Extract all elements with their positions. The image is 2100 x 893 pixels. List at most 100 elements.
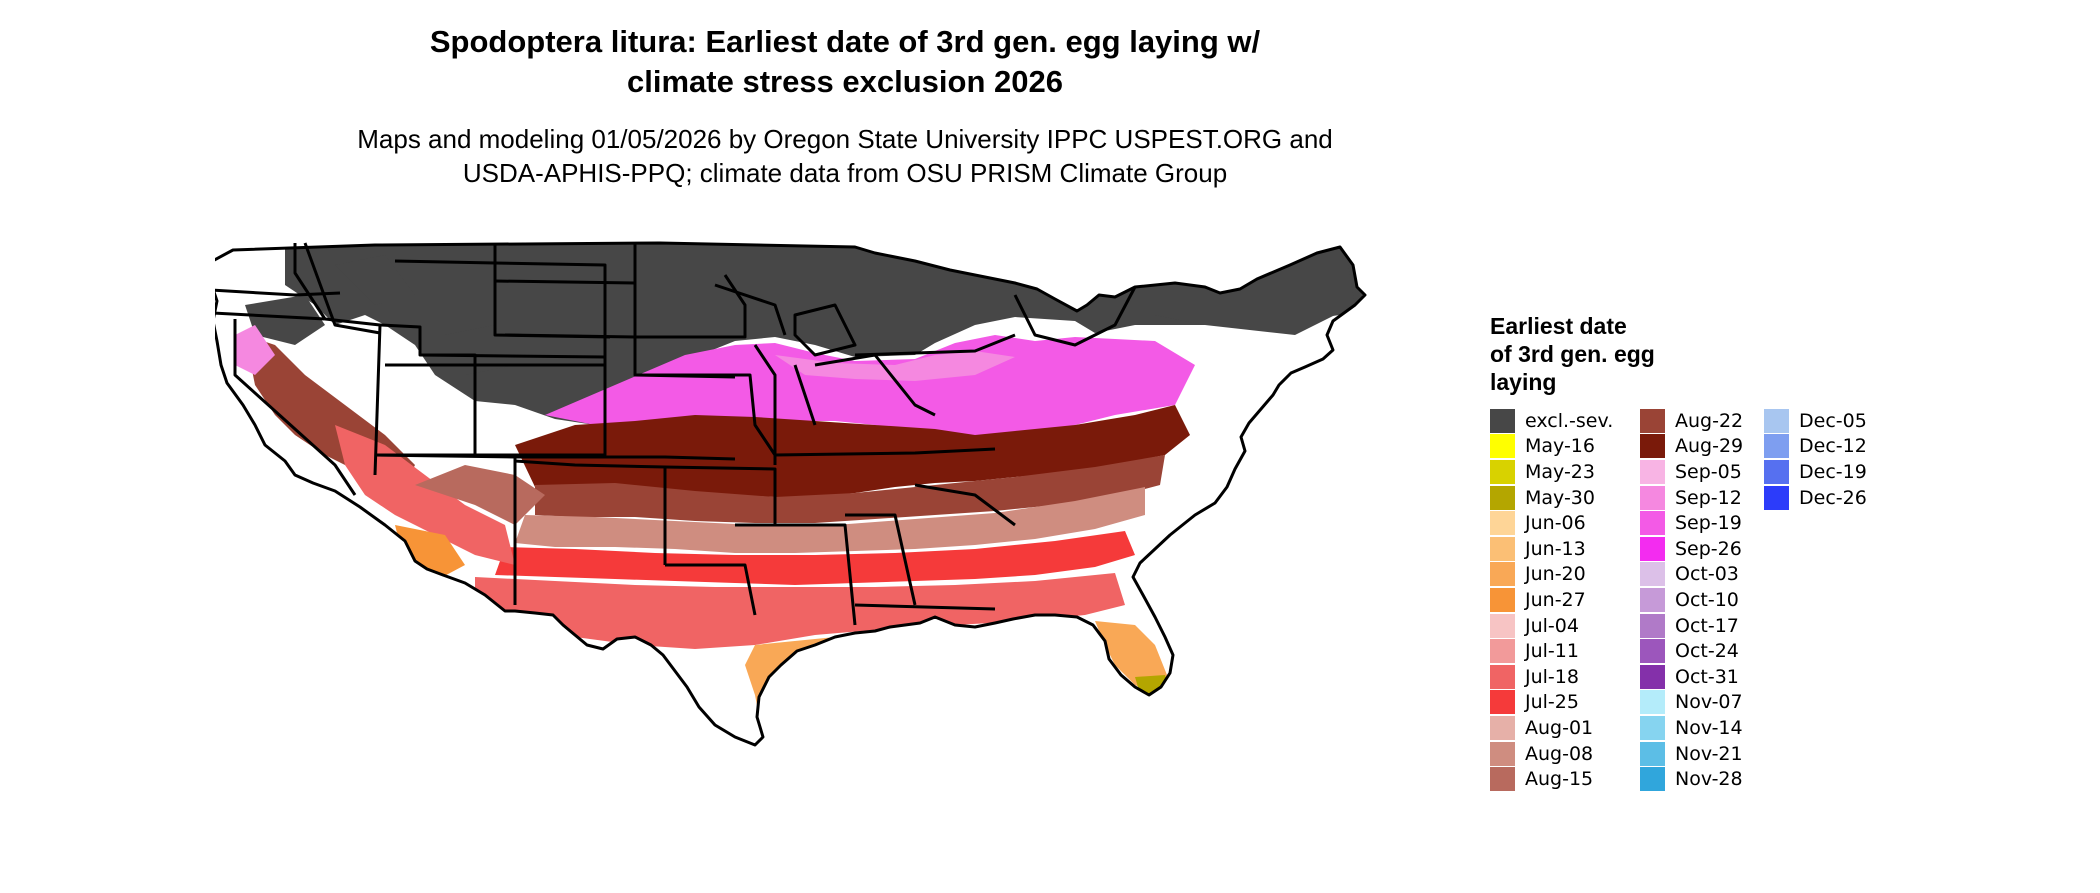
- legend-item: Sep-26: [1640, 536, 1743, 562]
- legend-item: Dec-12: [1764, 434, 1867, 460]
- border-ga-fl: [854, 603, 996, 611]
- legend-swatch: [1490, 715, 1515, 740]
- border-mi-lower: [793, 303, 857, 357]
- border-ms-al: [775, 523, 857, 626]
- legend-item: Aug-01: [1490, 715, 1613, 741]
- legend-swatch: [1490, 690, 1515, 715]
- legend-column-2: Aug-22 Aug-29 Sep-05 Sep-12 Sep-19 Sep-26 Oct-…: [1640, 408, 1743, 792]
- border-ar-la: [665, 563, 757, 616]
- legend-item: Jul-25: [1490, 690, 1613, 716]
- legend-swatch: [1640, 690, 1665, 715]
- legend-label: Aug-29: [1675, 435, 1744, 458]
- legend-column-1: excl.-sev. May-16 May-23 May-30 Jun-06 Jun-13…: [1490, 408, 1613, 792]
- legend-swatch: [1490, 741, 1515, 766]
- region-aug-mid: [515, 487, 1145, 553]
- legend-label: May-30: [1525, 486, 1595, 509]
- legend-label: Oct-03: [1675, 563, 1739, 586]
- legend-item: Oct-31: [1640, 664, 1743, 690]
- legend-label: Sep-26: [1675, 537, 1742, 560]
- map-subtitle-line-2: USDA-APHIS-PPQ; climate data from OSU PR…: [462, 158, 1228, 188]
- border-mo-ar: [664, 465, 777, 527]
- legend-swatch: [1640, 562, 1665, 587]
- region-excluded-west-patches: [245, 255, 515, 375]
- legend-swatch: [1640, 536, 1665, 561]
- legend-swatch: [1490, 664, 1515, 689]
- legend-item: Dec-05: [1764, 408, 1867, 434]
- legend-label: Dec-19: [1799, 460, 1867, 483]
- map-subtitle-line-1: Maps and modeling 01/05/2026 by Oregon S…: [357, 124, 1333, 154]
- border-ks-ok: [515, 455, 736, 461]
- legend-item: Jul-11: [1490, 638, 1613, 664]
- region-west-pink: [235, 325, 275, 375]
- legend-label: Nov-28: [1675, 768, 1743, 791]
- legend-label: Aug-15: [1525, 768, 1594, 791]
- legend-swatch: [1490, 434, 1515, 459]
- legend-label: Jul-25: [1525, 691, 1579, 714]
- legend-swatch: [1490, 613, 1515, 638]
- legend-item: Jul-04: [1490, 613, 1613, 639]
- legend-item: Oct-10: [1640, 587, 1743, 613]
- legend-item: Aug-29: [1640, 434, 1743, 460]
- border-ia-mo: [635, 373, 777, 456]
- legend-swatch: [1764, 459, 1789, 484]
- region-jul-mid: [475, 573, 1125, 649]
- region-aug-22: [535, 455, 1165, 523]
- legend-swatch: [1490, 485, 1515, 510]
- legend-item: Sep-05: [1640, 459, 1743, 485]
- legend-swatch: [1640, 715, 1665, 740]
- legend-label: Jun-06: [1525, 512, 1586, 535]
- us-map: [215, 241, 1367, 747]
- border-mn: [633, 243, 747, 339]
- border-ok-tx: [514, 459, 667, 565]
- legend-swatch: [1640, 485, 1665, 510]
- border-in-oh: [793, 364, 817, 426]
- legend-swatch: [1764, 408, 1789, 433]
- legend-label: Oct-17: [1675, 614, 1739, 637]
- map-title: Spodoptera litura: Earliest date of 3rd …: [300, 22, 1390, 102]
- legend-label: Jun-20: [1525, 563, 1586, 586]
- legend-item: Dec-19: [1764, 459, 1867, 485]
- legend-swatch: [1640, 767, 1665, 792]
- legend-item: May-16: [1490, 434, 1613, 460]
- legend-label: Oct-31: [1675, 665, 1739, 688]
- legend-item: Jun-27: [1490, 587, 1613, 613]
- legend-item: Aug-08: [1490, 741, 1613, 767]
- legend-swatch: [1640, 587, 1665, 612]
- legend-item: Oct-17: [1640, 613, 1743, 639]
- legend-title: Earliest date of 3rd gen. egg laying: [1490, 312, 1730, 396]
- region-jul-late: [495, 531, 1135, 585]
- legend-label: May-23: [1525, 460, 1595, 483]
- us-outline: [215, 241, 1367, 747]
- border-wy: [385, 259, 607, 367]
- legend-swatch: [1490, 767, 1515, 792]
- legend-label: Aug-01: [1525, 716, 1594, 739]
- legend-item: excl.-sev.: [1490, 408, 1613, 434]
- date-raster: [215, 243, 1365, 745]
- region-west-jul: [335, 425, 515, 565]
- legend-label: Sep-12: [1675, 486, 1742, 509]
- border-wi-mi: [714, 283, 787, 336]
- legend-item: Dec-26: [1764, 485, 1867, 511]
- legend-item: Nov-28: [1640, 766, 1743, 792]
- legend-item: Oct-03: [1640, 562, 1743, 588]
- legend-swatch: [1764, 434, 1789, 459]
- legend-label: Oct-10: [1675, 588, 1739, 611]
- legend-item: Nov-07: [1640, 690, 1743, 716]
- legend-label: Aug-08: [1525, 742, 1594, 765]
- legend-label: Nov-07: [1675, 691, 1743, 714]
- legend-column-3: Dec-05 Dec-12 Dec-19 Dec-26: [1764, 408, 1867, 510]
- legend-swatch: [1640, 511, 1665, 536]
- region-sep-light: [775, 351, 1015, 381]
- region-sep-pink: [545, 335, 1195, 441]
- legend-title-line-3: laying: [1490, 369, 1557, 395]
- legend-item: May-30: [1490, 485, 1613, 511]
- legend-label: Jun-13: [1525, 537, 1586, 560]
- legend-swatch: [1764, 485, 1789, 510]
- legend-label: Jul-11: [1525, 640, 1579, 663]
- region-excluded-northeast: [1155, 245, 1355, 335]
- border-nc-sc: [914, 483, 1016, 527]
- border-al-ga: [845, 513, 917, 606]
- legend-swatch: [1490, 587, 1515, 612]
- legend-swatch: [1490, 511, 1515, 536]
- legend-label: excl.-sev.: [1525, 409, 1614, 432]
